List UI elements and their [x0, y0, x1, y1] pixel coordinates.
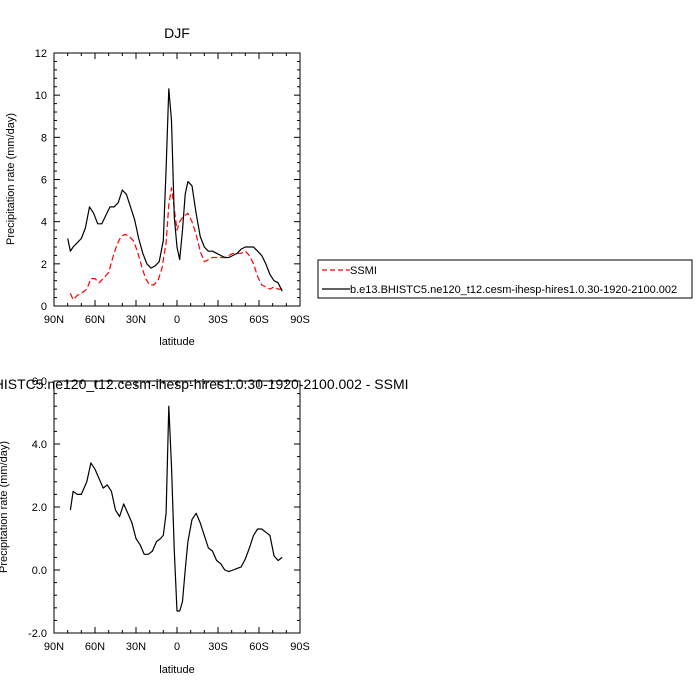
x-tick-label: 90S [290, 314, 310, 326]
x-tick-label: 0 [174, 641, 180, 653]
x-tick-label: 30N [126, 641, 146, 653]
legend-label-ssmi: SSMI [350, 265, 377, 277]
y-tick-label: 2.0 [32, 502, 47, 514]
series-group [67, 88, 283, 301]
chart-difference: b.e13.BHISTC5.ne120_t12.cesm-ihesp-hires… [0, 376, 409, 676]
y-tick-label: -2.0 [28, 628, 47, 640]
x-tick-label: 30S [208, 641, 228, 653]
y-tick-label: 10 [35, 90, 47, 102]
x-tick-label: 60S [249, 314, 269, 326]
axis-ticks: 90N 60N 30N 0 30S 60S 90S 0 2 4 6 8 10 12 [35, 48, 310, 326]
x-tick-label: 30S [208, 314, 228, 326]
axis-ticks: 90N 60N 30N 0 30S 60S 90S -2.0 0.0 2.0 4.0 6.0 [28, 376, 310, 653]
y-tick-label: 0 [41, 301, 47, 313]
series-group [69, 405, 283, 612]
y-tick-label: 4.0 [32, 439, 47, 451]
x-tick-label: 0 [174, 314, 180, 326]
y-axis-label: Precipitation rate (mm/day) [5, 113, 17, 245]
chart-djf: DJF latitude Precipitation rate (mm/day)… [5, 25, 310, 348]
y-tick-label: 0.0 [32, 565, 47, 577]
x-tick-label: 90N [44, 641, 64, 653]
y-tick-label: 6 [41, 175, 47, 187]
chart-title: DJF [164, 25, 190, 41]
x-axis-label: latitude [159, 664, 194, 676]
x-tick-label: 60N [85, 314, 105, 326]
legend-label-model: b.e13.BHISTC5.ne120_t12.cesm-ihesp-hires… [350, 284, 677, 296]
plot-frame [53, 52, 301, 307]
series-line-ssmi [69, 187, 283, 301]
x-axis-label: latitude [159, 336, 194, 348]
x-tick-label: 90N [44, 314, 64, 326]
y-tick-label: 8 [41, 132, 47, 144]
x-tick-label: 30N [126, 314, 146, 326]
y-tick-label: 12 [35, 48, 47, 60]
x-tick-label: 60S [249, 641, 269, 653]
legend-box [317, 259, 693, 299]
y-tick-label: 4 [41, 217, 47, 229]
x-tick-label: 90S [290, 641, 310, 653]
y-tick-label: 6.0 [32, 376, 47, 388]
y-axis-label: Precipitation rate (mm/day) [0, 441, 10, 573]
y-tick-label: 2 [41, 259, 47, 271]
series-line-difference [69, 405, 283, 612]
series-line-model [67, 88, 283, 292]
plot-frame [53, 380, 301, 634]
legend: SSMI b.e13.BHISTC5.ne120_t12.cesm-ihesp-… [317, 259, 693, 299]
x-tick-label: 60N [85, 641, 105, 653]
